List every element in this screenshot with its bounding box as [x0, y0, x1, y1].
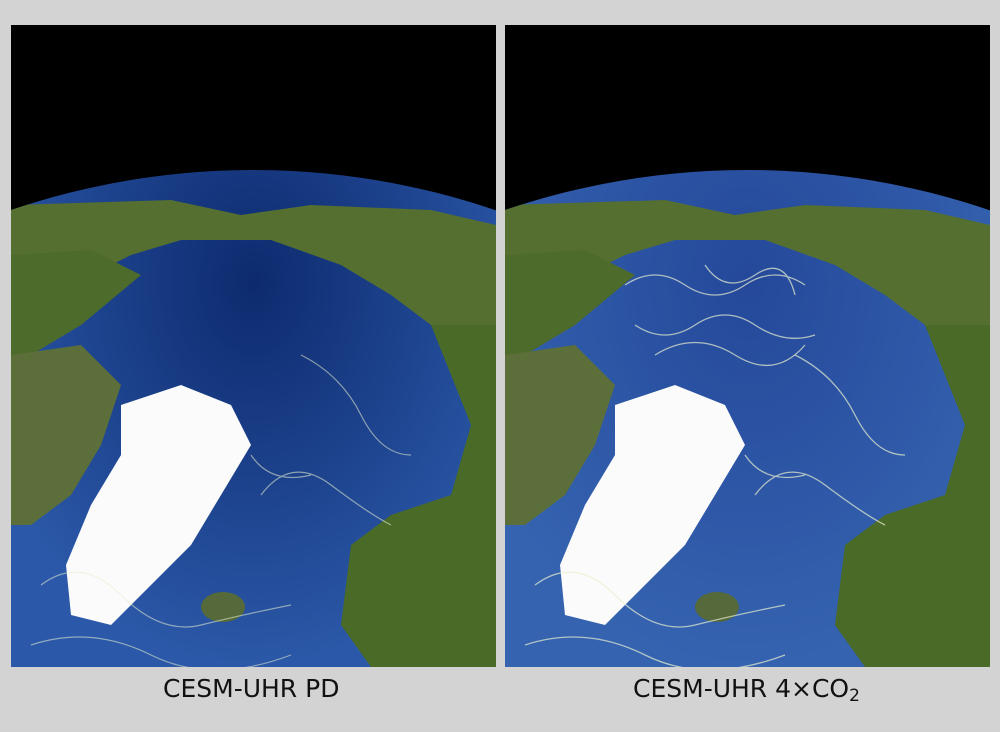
- greenland-ice: [560, 385, 745, 625]
- canadian-archipelago-land: [11, 345, 121, 525]
- scandinavia-land: [341, 325, 496, 667]
- alaska-land: [505, 250, 635, 365]
- siberia-land: [505, 200, 990, 325]
- canadian-archipelago-land: [505, 345, 615, 525]
- siberia-land: [11, 200, 496, 325]
- panel-label-4xco2: CESM-UHR 4×CO2: [633, 674, 860, 706]
- greenland-ice: [66, 385, 251, 625]
- iceland: [201, 592, 245, 622]
- label-main: CESM-UHR 4×CO: [633, 674, 850, 703]
- label-subscript: 2: [849, 686, 860, 706]
- arctic-ocean-map-pd: [11, 170, 496, 667]
- globe-panel-4xco2: [505, 25, 990, 667]
- eddy-streaks: [524, 264, 906, 667]
- globe-panel-pd: [11, 25, 496, 667]
- panel-label-pd: CESM-UHR PD: [163, 674, 340, 703]
- alaska-land: [11, 250, 141, 365]
- scandinavia-land: [835, 325, 990, 667]
- iceland: [695, 592, 739, 622]
- arctic-ocean-map-4xco2: [505, 170, 990, 667]
- eddy-streaks: [30, 354, 412, 667]
